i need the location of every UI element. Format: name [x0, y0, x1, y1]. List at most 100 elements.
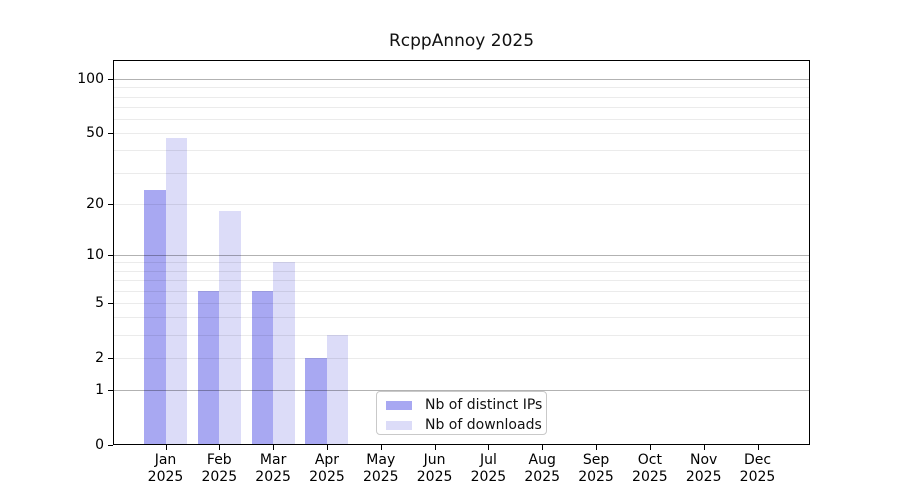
x-tick-mark [380, 445, 382, 450]
gridline-minor [114, 119, 809, 120]
gridline-minor [114, 358, 809, 359]
x-tick-label: Dec 2025 [726, 452, 790, 486]
bar-downloads [219, 211, 241, 444]
x-tick-mark [596, 445, 598, 450]
gridline-major [114, 79, 809, 80]
bar-downloads [326, 335, 349, 444]
gridline-minor [114, 271, 809, 272]
x-tick-label: Jun 2025 [403, 452, 467, 486]
gridline-minor [114, 87, 809, 88]
x-tick-year: 2025 [147, 469, 184, 485]
y-tick-mark [108, 303, 113, 304]
x-tick-label: Apr 2025 [295, 452, 359, 486]
y-tick-label: 1 [95, 382, 104, 399]
legend-label: Nb of downloads [425, 417, 542, 433]
x-tick-mark [434, 445, 436, 450]
x-tick-month: Feb [206, 452, 232, 468]
y-tick-mark [108, 358, 113, 359]
x-tick-label: Feb 2025 [187, 452, 251, 486]
plot-area [113, 60, 810, 445]
bar-downloads [273, 262, 295, 444]
x-tick-year: 2025 [201, 469, 238, 485]
gridline-major [114, 255, 809, 256]
x-tick-year: 2025 [470, 469, 507, 485]
y-tick-label: 2 [95, 349, 104, 366]
gridline-minor [114, 262, 809, 263]
x-tick-month: Aug [528, 452, 556, 468]
y-tick-label: 20 [86, 195, 104, 212]
y-tick-mark [108, 445, 113, 446]
legend-row: Nb of downloads [386, 415, 542, 435]
gridline-minor [114, 173, 809, 174]
gridline-minor [114, 97, 809, 98]
gridline-minor [114, 303, 809, 304]
y-tick-mark [108, 255, 113, 256]
x-tick-mark [273, 445, 275, 450]
x-tick-year: 2025 [362, 469, 399, 485]
gridline-minor [114, 317, 809, 318]
x-tick-year: 2025 [578, 469, 614, 485]
x-tick-month: Jul [479, 452, 497, 468]
x-tick-month: Mar [259, 452, 287, 468]
x-tick-label: Oct 2025 [618, 452, 682, 486]
legend-swatch [386, 420, 412, 430]
y-tick-mark [108, 133, 113, 134]
y-tick-label: 10 [86, 246, 104, 263]
x-tick-label: May 2025 [349, 452, 413, 486]
bar-distinct-ips [197, 290, 220, 444]
x-tick-year: 2025 [739, 469, 776, 485]
bar-downloads [165, 137, 187, 444]
x-tick-year: 2025 [632, 469, 668, 485]
x-tick-year: 2025 [524, 469, 561, 485]
gridline-minor [114, 291, 809, 292]
legend-label: Nb of distinct IPs [425, 397, 543, 413]
y-tick-mark [108, 390, 113, 391]
chart-title: RcppAnnoy 2025 [388, 31, 535, 51]
x-tick-label: Mar 2025 [241, 452, 305, 486]
x-tick-mark [649, 445, 651, 450]
y-tick-mark [108, 79, 113, 80]
gridline-minor [114, 107, 809, 108]
x-tick-label: Sep 2025 [564, 452, 628, 486]
x-tick-month: Nov [690, 452, 718, 468]
x-tick-year: 2025 [685, 469, 722, 485]
bar-distinct-ips [251, 290, 274, 444]
legend-row: Nb of distinct IPs [386, 395, 542, 415]
x-tick-month: May [366, 452, 396, 468]
x-tick-mark [488, 445, 490, 450]
bar-distinct-ips [305, 357, 327, 444]
x-tick-year: 2025 [309, 469, 345, 485]
gridline-minor [114, 204, 809, 205]
y-tick-label: 50 [86, 125, 104, 142]
x-tick-month: Jun [423, 452, 446, 468]
y-tick-mark [108, 204, 113, 205]
x-tick-label: Nov 2025 [672, 452, 736, 486]
x-tick-month: Apr [314, 452, 340, 468]
x-tick-month: Jan [154, 452, 177, 468]
legend-swatch [386, 400, 412, 410]
gridline-minor [114, 133, 809, 134]
x-tick-mark [326, 445, 328, 450]
gridline-major [114, 390, 809, 391]
x-tick-month: Sep [582, 452, 610, 468]
x-tick-year: 2025 [255, 469, 291, 485]
gridline-minor [114, 335, 809, 336]
x-tick-month: Oct [637, 452, 662, 468]
x-tick-label: Jan 2025 [134, 452, 198, 486]
y-tick-label: 0 [95, 437, 104, 453]
x-tick-mark [165, 445, 167, 450]
gridline-minor [114, 280, 809, 281]
x-tick-mark [703, 445, 705, 450]
gridline-minor [114, 150, 809, 151]
legend: Nb of distinct IPs Nb of downloads [376, 391, 547, 435]
x-tick-mark [757, 445, 759, 450]
x-tick-mark [542, 445, 544, 450]
bar-distinct-ips [144, 189, 166, 444]
x-tick-label: Jul 2025 [456, 452, 520, 486]
x-tick-year: 2025 [416, 469, 453, 485]
x-tick-mark [219, 445, 221, 450]
y-tick-label: 5 [95, 294, 104, 311]
